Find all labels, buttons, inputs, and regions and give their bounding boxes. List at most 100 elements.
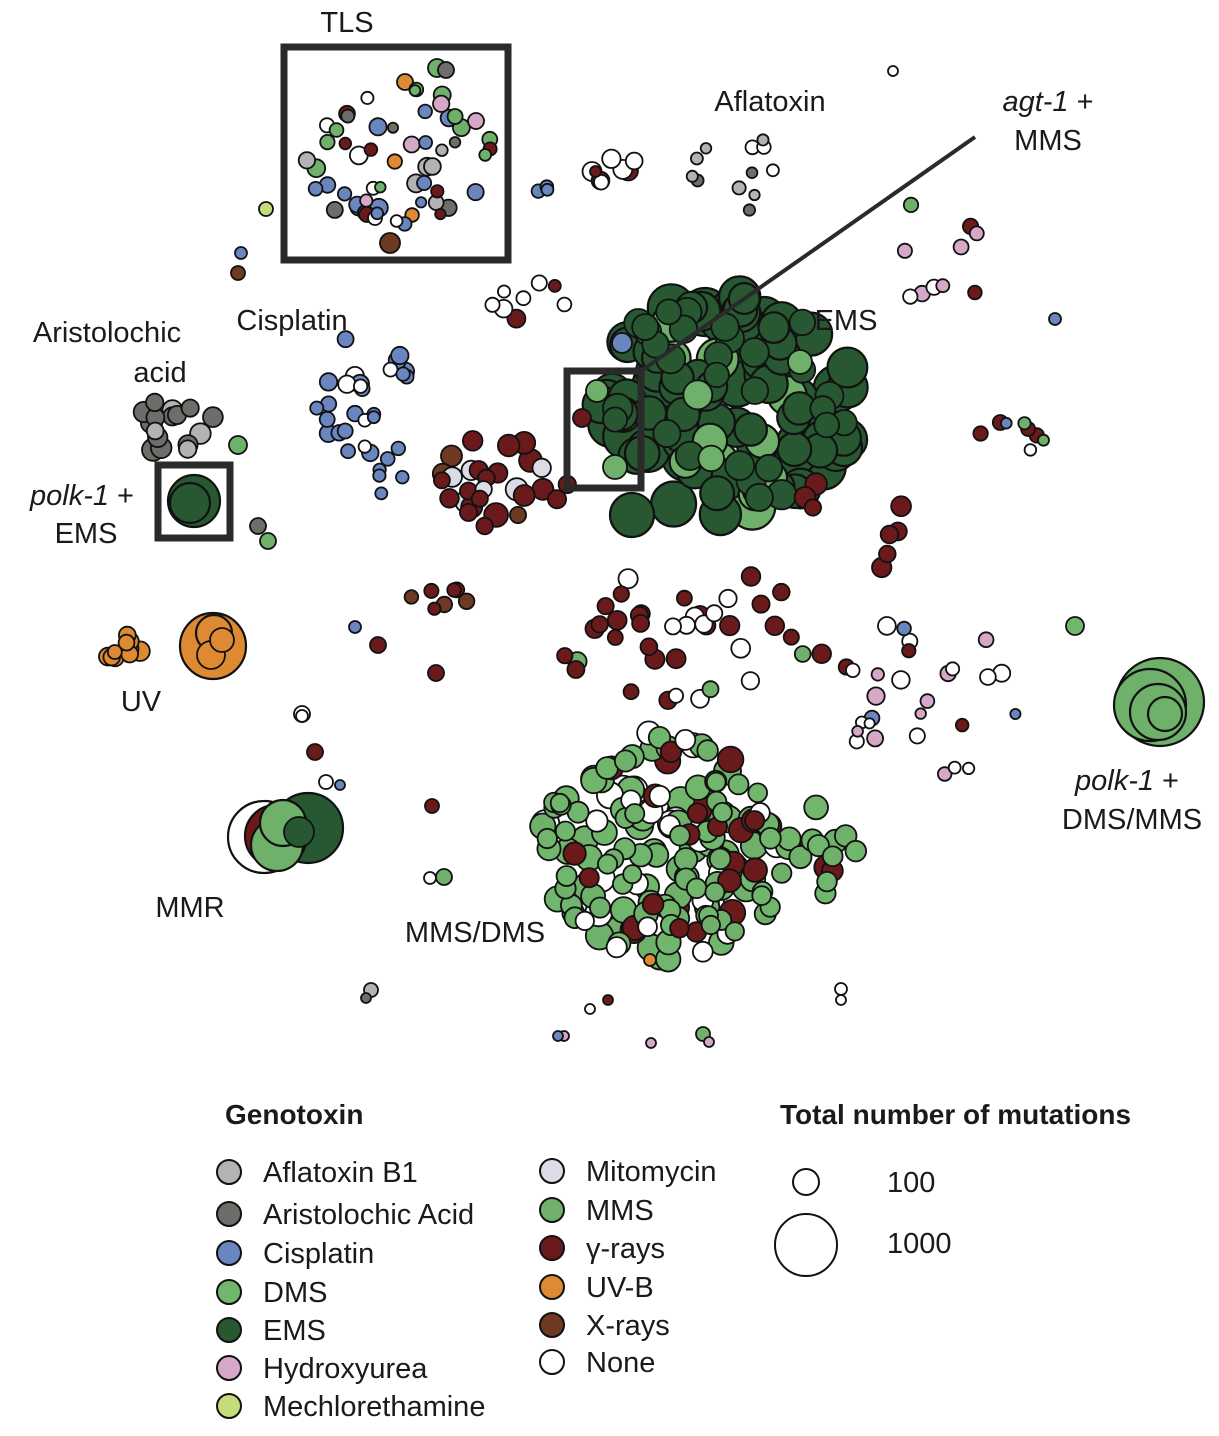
- point-cisplatin: [414, 196, 428, 209]
- point-mms: [788, 845, 813, 870]
- point-none: [585, 809, 609, 833]
- point-hydroxyurea: [866, 729, 884, 748]
- point-none: [556, 296, 573, 313]
- point-cisplatin: [379, 451, 396, 467]
- legend-size-marker-small: [792, 1168, 820, 1196]
- point-aflatoxin: [690, 151, 704, 166]
- point-gamma: [566, 660, 586, 679]
- point-gamma: [439, 488, 460, 509]
- point-dms: [536, 827, 558, 850]
- point-cisplatin: [416, 174, 433, 191]
- point-dms: [597, 853, 619, 875]
- point-ems: [602, 406, 629, 433]
- point-none: [648, 784, 671, 808]
- point-none: [705, 604, 724, 623]
- label-polk1-ems-line2: EMS: [55, 518, 118, 550]
- point-gamma: [432, 471, 451, 490]
- point-hydroxyurea: [919, 693, 936, 709]
- point-cisplatin: [318, 410, 336, 428]
- point-gamma: [631, 614, 650, 633]
- label-polk1-dms-line2: DMS/MMS: [1062, 804, 1202, 836]
- point-xrays: [403, 589, 420, 605]
- point-gamma: [742, 857, 768, 883]
- point-aflatoxin: [435, 143, 449, 157]
- point-mms: [704, 881, 726, 903]
- point-gamma: [306, 743, 324, 761]
- point-hydroxyurea: [937, 766, 953, 782]
- point-none: [961, 761, 976, 776]
- point-ems: [703, 361, 730, 389]
- point-aflatoxin: [748, 188, 761, 202]
- point-mms: [228, 435, 248, 455]
- point-none: [637, 916, 658, 937]
- label-polk1-dms-plus: +: [1154, 765, 1179, 797]
- point-none: [979, 668, 997, 686]
- point-gamma: [639, 637, 659, 657]
- point-none: [835, 994, 847, 1006]
- point-gamma: [562, 841, 587, 866]
- point-mms: [446, 108, 464, 125]
- point-mms: [478, 148, 493, 162]
- point-none: [891, 670, 911, 690]
- point-gamma: [659, 740, 683, 764]
- point-none: [605, 936, 628, 959]
- point-hydroxyurea: [952, 238, 970, 256]
- point-aflatoxin: [297, 151, 316, 170]
- point-ems: [739, 337, 770, 368]
- point-none: [593, 173, 610, 191]
- point-none: [664, 617, 682, 636]
- point-gamma: [590, 615, 609, 634]
- point-none: [887, 65, 899, 77]
- point-none: [863, 717, 876, 730]
- point-mms: [408, 84, 422, 97]
- point-ems: [724, 450, 756, 482]
- point-hydroxyurea: [866, 686, 886, 706]
- point-none: [318, 774, 334, 790]
- point-none: [945, 661, 961, 677]
- point-none: [515, 290, 532, 307]
- point-mms: [1017, 416, 1032, 431]
- point-mms: [724, 921, 745, 942]
- point-none: [766, 163, 780, 178]
- point-gamma: [434, 208, 447, 221]
- point-gamma: [596, 597, 615, 616]
- point-ems: [699, 475, 736, 512]
- legend-marker-ems: [216, 1317, 242, 1343]
- point-dms: [803, 794, 829, 821]
- point-gamma: [556, 647, 574, 665]
- point-gamma: [811, 643, 832, 665]
- point-cisplatin: [1048, 312, 1062, 326]
- point-dms: [816, 870, 838, 893]
- point-ems: [776, 431, 813, 468]
- point-ems: [754, 453, 784, 483]
- point-mms: [673, 847, 699, 872]
- point-hydroxyurea: [851, 724, 864, 738]
- legend-label-aflatoxin: Aflatoxin B1: [263, 1157, 418, 1189]
- point-dms: [1065, 616, 1085, 636]
- legend-label-ems: EMS: [263, 1315, 326, 1347]
- point-ems: [631, 313, 660, 341]
- label-polk1-dms-line1: polk-1 +: [1074, 765, 1179, 797]
- point-cisplatin: [307, 181, 324, 197]
- label-aristolochic-line1: Aristolochic: [33, 317, 181, 349]
- point-gamma: [719, 614, 741, 637]
- point-gamma: [446, 582, 462, 598]
- point-cisplatin: [999, 416, 1013, 430]
- point-gamma: [547, 489, 568, 510]
- point-gamma: [901, 643, 917, 659]
- point-mms: [701, 680, 720, 699]
- point-gamma: [879, 524, 900, 545]
- point-dms: [727, 773, 750, 796]
- point-mms: [585, 379, 609, 403]
- point-none: [834, 982, 848, 996]
- point-gamma: [462, 430, 484, 452]
- point-ems: [740, 376, 770, 405]
- point-mms: [614, 749, 638, 773]
- point-aristolochic: [360, 992, 372, 1004]
- point-cisplatin: [418, 135, 434, 150]
- point-mms: [669, 824, 691, 847]
- point-none: [877, 616, 897, 636]
- point-cisplatin: [336, 330, 355, 349]
- point-hydroxyurea: [914, 707, 927, 720]
- label-aflatoxin: Aflatoxin: [714, 86, 825, 118]
